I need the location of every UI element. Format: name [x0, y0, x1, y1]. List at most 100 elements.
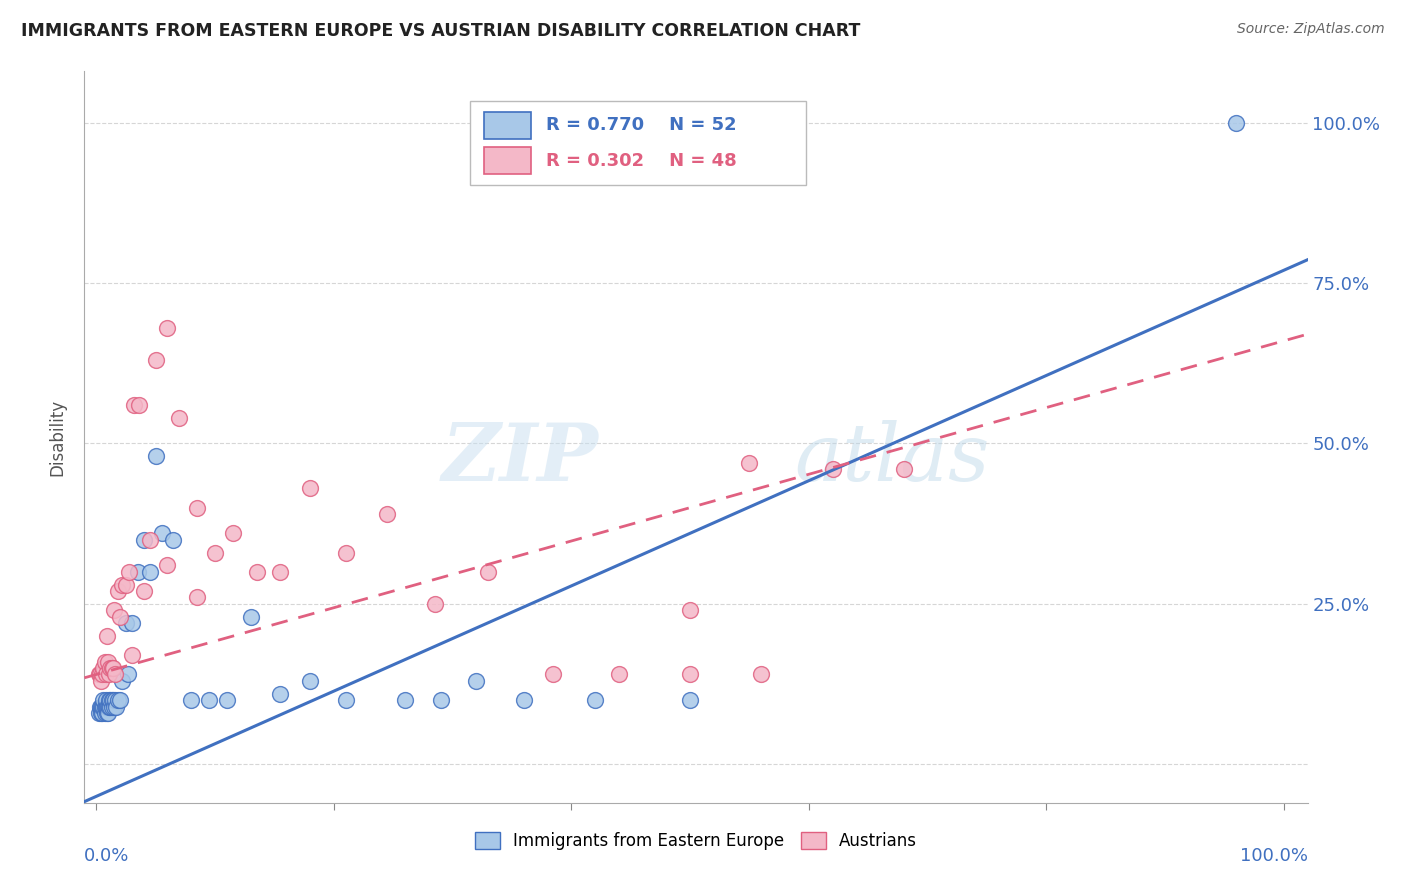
Point: [91, 706, 114, 720]
Point: [156, 558, 179, 573]
Point: [97, 706, 120, 720]
Point: [115, 616, 138, 631]
Point: [90, 699, 112, 714]
Point: [477, 565, 499, 579]
Point: [180, 693, 202, 707]
Point: [97, 699, 120, 714]
FancyBboxPatch shape: [470, 101, 806, 185]
Point: [583, 693, 606, 707]
Point: [107, 584, 129, 599]
Point: [91, 667, 114, 681]
Point: [93, 661, 115, 675]
Point: [108, 693, 131, 707]
Point: [98, 693, 121, 707]
Text: Source: ZipAtlas.com: Source: ZipAtlas.com: [1237, 22, 1385, 37]
Point: [94, 667, 117, 681]
Point: [101, 661, 124, 675]
Point: [150, 526, 173, 541]
Point: [394, 693, 416, 707]
Point: [100, 693, 122, 707]
Point: [108, 609, 131, 624]
Point: [100, 699, 122, 714]
Point: [90, 673, 112, 688]
Point: [169, 410, 191, 425]
Text: ZIP: ZIP: [441, 420, 598, 498]
Point: [513, 693, 536, 707]
Point: [107, 693, 129, 707]
Point: [98, 667, 121, 681]
Point: [100, 699, 122, 714]
Point: [156, 321, 179, 335]
Text: atlas: atlas: [794, 420, 990, 498]
Point: [543, 667, 565, 681]
Point: [893, 462, 915, 476]
Point: [738, 456, 761, 470]
Point: [335, 545, 357, 559]
Point: [821, 462, 844, 476]
Point: [94, 699, 117, 714]
Legend: Immigrants from Eastern Europe, Austrians: Immigrants from Eastern Europe, Austrian…: [468, 825, 924, 856]
Point: [111, 673, 134, 688]
Point: [162, 533, 184, 547]
Point: [1225, 116, 1247, 130]
Point: [100, 661, 122, 675]
Point: [607, 667, 630, 681]
Point: [100, 693, 122, 707]
Bar: [484, 112, 531, 139]
Point: [222, 526, 245, 541]
Point: [128, 398, 150, 412]
Point: [269, 687, 291, 701]
Point: [198, 693, 221, 707]
Point: [93, 699, 115, 714]
Point: [105, 699, 128, 714]
Point: [103, 603, 125, 617]
Point: [429, 693, 451, 707]
Point: [121, 648, 143, 663]
Y-axis label: Disability: Disability: [48, 399, 66, 475]
Point: [186, 500, 208, 515]
Point: [465, 673, 488, 688]
Point: [96, 699, 118, 714]
Point: [298, 482, 321, 496]
Point: [132, 584, 155, 599]
Point: [104, 667, 127, 681]
Point: [104, 693, 127, 707]
Point: [87, 667, 110, 681]
Point: [145, 450, 167, 464]
Point: [98, 699, 121, 714]
Text: 0.0%: 0.0%: [84, 847, 129, 864]
Point: [111, 577, 134, 591]
Point: [93, 655, 115, 669]
Point: [118, 565, 141, 579]
Point: [93, 699, 115, 714]
Point: [94, 693, 117, 707]
Point: [96, 629, 118, 643]
Point: [127, 565, 149, 579]
Point: [90, 706, 112, 720]
Point: [100, 661, 122, 675]
Text: R = 0.770    N = 52: R = 0.770 N = 52: [546, 117, 737, 135]
Point: [335, 693, 357, 707]
Point: [423, 597, 446, 611]
Text: 100.0%: 100.0%: [1240, 847, 1308, 864]
Point: [269, 565, 291, 579]
Point: [186, 591, 208, 605]
Point: [91, 699, 114, 714]
Point: [132, 533, 155, 547]
Point: [93, 693, 115, 707]
Point: [215, 693, 238, 707]
Point: [204, 545, 226, 559]
Point: [121, 616, 143, 631]
Text: R = 0.302    N = 48: R = 0.302 N = 48: [546, 152, 737, 169]
Text: IMMIGRANTS FROM EASTERN EUROPE VS AUSTRIAN DISABILITY CORRELATION CHART: IMMIGRANTS FROM EASTERN EUROPE VS AUSTRI…: [21, 22, 860, 40]
Point: [245, 565, 267, 579]
Point: [115, 577, 138, 591]
Point: [117, 667, 139, 681]
Point: [679, 603, 702, 617]
Point: [239, 609, 262, 624]
Point: [103, 699, 125, 714]
Point: [87, 706, 110, 720]
Point: [89, 699, 111, 714]
Point: [375, 507, 398, 521]
Bar: [484, 146, 531, 175]
